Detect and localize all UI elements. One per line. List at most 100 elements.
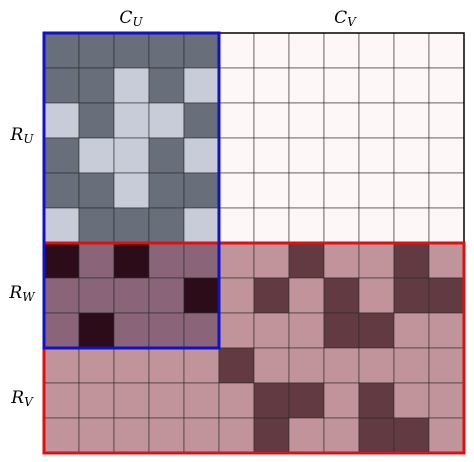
cell <box>288 417 325 454</box>
cell <box>358 277 395 314</box>
cell <box>113 382 150 419</box>
cell <box>323 32 360 69</box>
cell <box>78 207 115 244</box>
cell <box>288 102 325 139</box>
cell <box>428 32 465 69</box>
cell <box>393 242 430 279</box>
cell <box>288 137 325 174</box>
cell-grid <box>43 32 465 454</box>
cell <box>218 207 255 244</box>
cell <box>78 312 115 349</box>
cell <box>148 172 185 209</box>
column-label: CV <box>334 8 357 29</box>
cell <box>183 32 220 69</box>
cell <box>43 347 80 384</box>
cell <box>358 312 395 349</box>
cell <box>78 382 115 419</box>
cell <box>428 347 465 384</box>
cell <box>218 172 255 209</box>
cell <box>253 242 290 279</box>
cell <box>393 382 430 419</box>
cell <box>358 67 395 104</box>
cell <box>358 32 395 69</box>
cell <box>148 417 185 454</box>
cell <box>253 312 290 349</box>
cell <box>78 32 115 69</box>
cell <box>428 312 465 349</box>
cell <box>253 32 290 69</box>
cell <box>323 312 360 349</box>
cell <box>288 172 325 209</box>
cell <box>393 137 430 174</box>
cell <box>43 312 80 349</box>
cell <box>218 32 255 69</box>
cell <box>428 382 465 419</box>
cell <box>148 67 185 104</box>
cell <box>323 347 360 384</box>
cell <box>288 242 325 279</box>
cell <box>323 67 360 104</box>
cell <box>183 137 220 174</box>
cell <box>323 207 360 244</box>
cell <box>113 417 150 454</box>
cell <box>428 172 465 209</box>
cell <box>358 382 395 419</box>
cell <box>288 347 325 384</box>
cell <box>43 32 80 69</box>
cell <box>43 67 80 104</box>
cell <box>183 382 220 419</box>
cell <box>218 312 255 349</box>
cell <box>183 102 220 139</box>
cell <box>148 382 185 419</box>
cell <box>148 347 185 384</box>
cell <box>78 242 115 279</box>
cell <box>183 417 220 454</box>
cell <box>428 242 465 279</box>
cell <box>183 207 220 244</box>
cell <box>183 312 220 349</box>
cell <box>113 172 150 209</box>
cell <box>183 277 220 314</box>
cell <box>288 207 325 244</box>
cell <box>253 207 290 244</box>
cell <box>288 312 325 349</box>
cell <box>253 137 290 174</box>
cell <box>218 137 255 174</box>
cell <box>358 207 395 244</box>
cell <box>323 277 360 314</box>
cell <box>78 67 115 104</box>
cell <box>288 382 325 419</box>
cell <box>358 137 395 174</box>
cell <box>43 382 80 419</box>
cell <box>428 102 465 139</box>
row-label: RU <box>10 125 35 146</box>
cell <box>148 32 185 69</box>
cell <box>393 277 430 314</box>
cell <box>253 67 290 104</box>
cell <box>113 207 150 244</box>
cell <box>43 207 80 244</box>
cell <box>78 137 115 174</box>
cell <box>43 242 80 279</box>
cell <box>393 32 430 69</box>
cell <box>113 67 150 104</box>
cell <box>113 32 150 69</box>
cell <box>218 67 255 104</box>
cell <box>43 137 80 174</box>
cell <box>288 277 325 314</box>
cell <box>393 172 430 209</box>
cell <box>148 137 185 174</box>
cell <box>148 102 185 139</box>
cell <box>253 102 290 139</box>
cell <box>323 102 360 139</box>
cell <box>428 137 465 174</box>
cell <box>183 172 220 209</box>
cell <box>183 242 220 279</box>
cell <box>78 172 115 209</box>
cell <box>43 417 80 454</box>
cell <box>358 102 395 139</box>
cell <box>148 277 185 314</box>
cell <box>288 67 325 104</box>
cell <box>253 347 290 384</box>
